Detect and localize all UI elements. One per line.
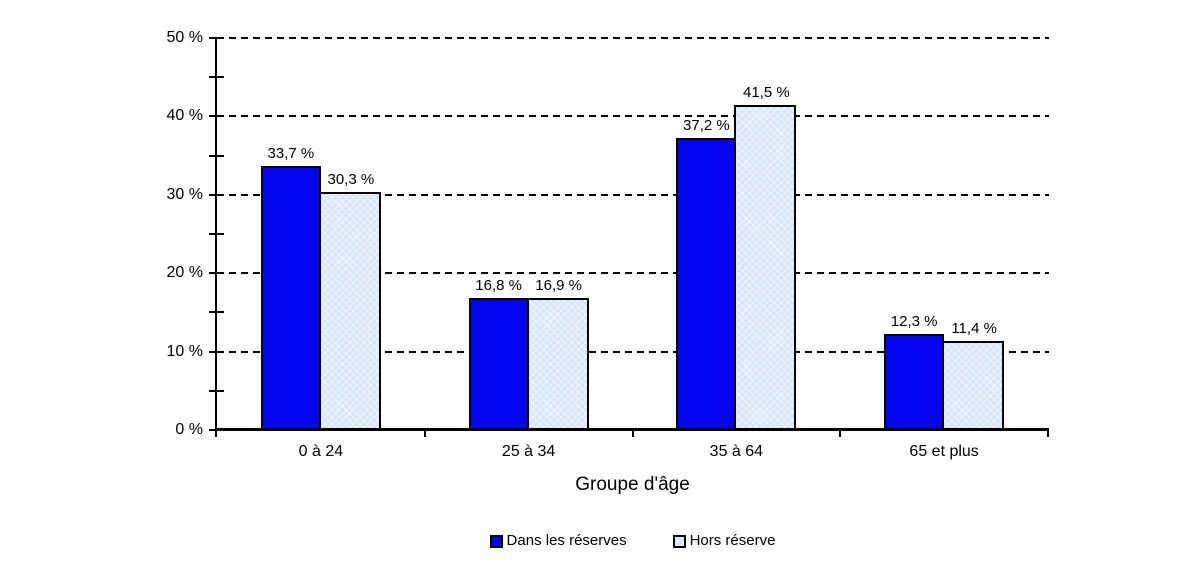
bar-hors-reserve	[526, 297, 589, 430]
bar-dans-les-reserves	[260, 165, 321, 430]
x-axis-tick	[424, 430, 426, 437]
y-axis-label: 20 %	[166, 264, 203, 282]
legend-item-dans-les-reserves: Dans les réserves	[489, 532, 627, 550]
y-axis-tick	[209, 272, 224, 275]
bar-dans-les-reserves	[468, 298, 529, 430]
bar-value-label: 16,8 %	[475, 277, 522, 295]
bar-dans-les-reserves	[676, 138, 737, 430]
category-label: 35 à 64	[709, 443, 764, 460]
plot-area: 0 % 10 % 20 % 30 % 40 % 50 % 0 à 24 33,7 % 30,3 …	[167, 29, 1049, 460]
bar-hors-reserve	[734, 104, 797, 430]
y-axis-tick	[209, 154, 224, 157]
category-label: 65 et plus	[909, 443, 979, 460]
y-axis-tick	[209, 115, 224, 118]
legend-item-hors-reserve: Hors réserve	[672, 532, 776, 550]
gridline-50-pct	[217, 37, 1049, 39]
y-axis-line	[215, 38, 217, 436]
y-axis-tick	[209, 37, 224, 39]
bar-value-label: 12,3 %	[890, 312, 938, 330]
gridline-10-pct	[217, 350, 1049, 353]
x-axis-tick	[632, 430, 634, 437]
y-axis-tick	[209, 76, 224, 79]
bar-dans-les-reserves	[884, 333, 945, 430]
y-axis-label: 40 %	[166, 107, 203, 125]
x-axis-line	[215, 428, 1049, 431]
category-label: 0 à 24	[298, 443, 344, 460]
bar-value-label: 33,7 %	[267, 144, 315, 162]
y-axis-tick	[209, 311, 224, 314]
y-axis-label: 0 %	[175, 421, 203, 438]
y-axis-tick	[209, 193, 224, 196]
bar-hors-reserve	[942, 340, 1005, 430]
bar-value-label: 37,2 %	[683, 117, 730, 135]
legend-swatch-hors-reserve	[672, 534, 686, 548]
y-axis-label: 50 %	[166, 29, 203, 46]
x-axis-tick	[1047, 430, 1049, 437]
y-axis-tick	[209, 233, 224, 235]
category-label: 25 à 34	[501, 443, 556, 460]
gridline-20-pct	[217, 272, 1049, 275]
bar-value-label: 16,9 %	[535, 276, 582, 294]
y-axis-tick	[209, 350, 224, 353]
gridline-40-pct	[217, 115, 1049, 118]
x-axis-title: Groupe d'âge	[575, 474, 690, 495]
legend: Dans les réserves Hors réserve	[217, 531, 1048, 551]
bar-value-label: 41,5 %	[743, 83, 790, 101]
legend-label-dans-les-reserves: Dans les réserves	[506, 532, 627, 549]
gridline-30-pct	[217, 193, 1049, 196]
bar-hors-reserve	[318, 192, 381, 430]
y-axis-label: 10 %	[166, 342, 203, 360]
x-axis-tick	[215, 430, 217, 437]
x-axis-tick	[839, 430, 841, 437]
legend-swatch-dans-les-reserves	[489, 534, 503, 548]
bar-value-label: 30,3 %	[327, 171, 375, 189]
bar-value-label: 11,4 %	[951, 319, 997, 337]
legend-label-hors-reserve: Hors réserve	[689, 532, 776, 549]
y-axis-label: 30 %	[166, 185, 203, 203]
y-axis-tick	[209, 389, 224, 392]
